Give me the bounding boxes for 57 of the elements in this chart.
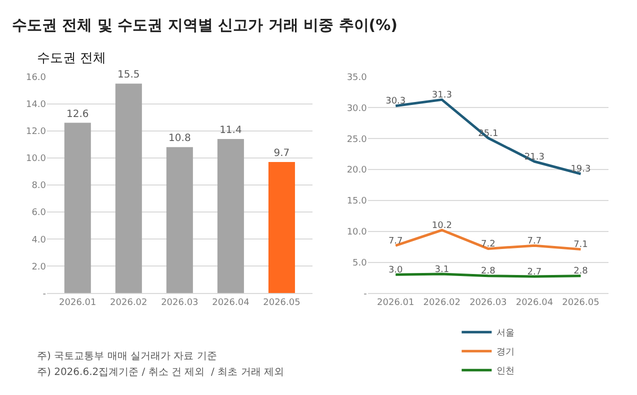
data-label: 7.7 xyxy=(388,236,403,246)
data-label: 9.7 xyxy=(274,148,290,160)
data-label: 11.4 xyxy=(220,125,242,136)
legend-label: 경기 xyxy=(496,348,515,358)
legend-label: 인천 xyxy=(496,366,515,377)
bar xyxy=(115,84,142,294)
y-tick-label: 8.0 xyxy=(32,181,46,192)
data-label: 10.2 xyxy=(432,220,452,231)
x-tick-label: 2026.05 xyxy=(263,298,300,308)
y-tick-label: 4.0 xyxy=(32,235,46,246)
bar xyxy=(217,139,244,294)
text: 주) 국토교통부 매매 실거래가 자료 기준 xyxy=(37,351,217,362)
y-tick-label: 14.0 xyxy=(26,100,46,110)
x-tick-label: 2026.01 xyxy=(59,298,96,308)
x-tick-label: 2026.05 xyxy=(562,298,600,308)
y-tick-label: 2.0 xyxy=(32,262,46,272)
x-tick-label: 2026.01 xyxy=(377,298,414,308)
data-label: 31.3 xyxy=(432,90,452,100)
y-tick-label: 6.0 xyxy=(32,208,46,218)
data-label: 2.7 xyxy=(527,267,542,278)
bar xyxy=(268,162,295,294)
data-label: 3.0 xyxy=(388,265,404,276)
text: 주) 2026.6.2집계기준 / 취소 건 제외 / 최초 거래 제외 xyxy=(37,367,284,378)
x-tick-label: 2026.02 xyxy=(110,298,148,308)
data-label: 30.3 xyxy=(386,96,406,107)
data-label: 10.8 xyxy=(168,133,191,144)
chart-title: 수도권 전체 및 수도권 지역별 신고가 거래 비중 추이(%) xyxy=(12,16,398,34)
y-tick-label: 35.0 xyxy=(346,72,368,83)
data-label: 7.2 xyxy=(481,239,496,250)
x-tick-label: 2026.03 xyxy=(161,298,198,308)
y-tick-label: 30.0 xyxy=(346,104,368,114)
data-label: 2.8 xyxy=(481,266,496,277)
y-tick-label: - xyxy=(364,289,367,300)
y-tick-label: 25.0 xyxy=(346,134,368,145)
data-label: 19.3 xyxy=(570,164,591,175)
y-tick-label: 15.0 xyxy=(346,196,368,207)
y-tick-label: 10.0 xyxy=(346,228,368,238)
data-label: 15.5 xyxy=(118,70,140,81)
bar xyxy=(64,122,91,294)
x-tick-label: 2026.04 xyxy=(516,298,554,308)
y-tick-label: 16.0 xyxy=(26,72,46,83)
legend-label: 서울 xyxy=(496,328,515,339)
x-tick-label: 2026.03 xyxy=(470,298,507,308)
x-tick-label: 2026.04 xyxy=(212,298,250,308)
y-tick-label: 5.0 xyxy=(352,258,368,268)
data-label: 7.7 xyxy=(527,236,542,246)
data-label: 12.6 xyxy=(66,108,89,120)
data-label: 3.1 xyxy=(434,264,450,275)
x-tick-label: 2026.02 xyxy=(423,298,461,308)
y-tick-label: - xyxy=(42,289,46,300)
bar xyxy=(166,147,193,294)
y-tick-label: 12.0 xyxy=(26,127,46,138)
chart-subtitle: 수도권 전체 xyxy=(37,51,106,66)
data-label: 7.1 xyxy=(574,240,588,250)
y-tick-label: 20.0 xyxy=(346,166,368,176)
y-tick-label: 10.0 xyxy=(26,154,46,164)
data-label: 2.8 xyxy=(574,266,588,277)
